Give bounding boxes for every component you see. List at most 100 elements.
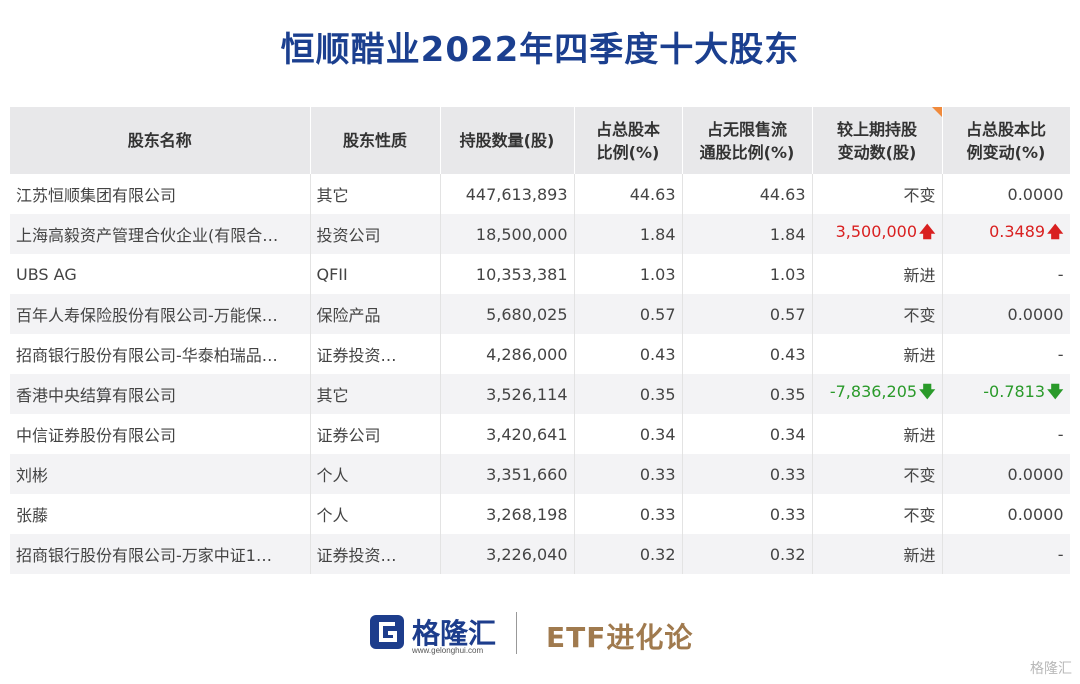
cell-name: 招商银行股份有限公司-万家中证1… (10, 534, 311, 574)
table-row[interactable]: 张藤 个人 3,268,198 0.33 0.33 不变 0.0000 (10, 494, 1070, 534)
cell-pct-float: 0.43 (682, 334, 813, 374)
cell-name: 百年人寿保险股份有限公司-万能保… (10, 294, 311, 334)
cell-pct-total-value: 0.57 (639, 304, 676, 324)
table-row[interactable]: 百年人寿保险股份有限公司-万能保… 保险产品 5,680,025 0.57 0.57 不变… (10, 294, 1070, 334)
col-header-shares[interactable]: 持股数量(股) (440, 107, 575, 174)
cell-name: 上海高毅资产管理合伙企业(有限合… (10, 214, 311, 254)
cell-name-value: 香港中央结算有限公司 (16, 386, 177, 405)
cell-type: 个人 (310, 494, 441, 534)
cell-pct-float-value: 1.03 (769, 264, 806, 284)
cell-type: 投资公司 (310, 214, 441, 254)
cell-shares: 10,353,381 (440, 254, 575, 294)
table-row[interactable]: 香港中央结算有限公司 其它 3,526,114 0.35 0.35 -7,836,205 🡇… (10, 374, 1070, 414)
arrow-down-icon: 🡇 (919, 381, 936, 401)
cell-type: 个人 (310, 454, 441, 494)
arrow-down-icon: 🡇 (1047, 381, 1064, 401)
table-row[interactable]: 招商银行股份有限公司-万家中证1… 证券投资… 3,226,040 0.32 0.32 新… (10, 534, 1070, 574)
table-row[interactable]: 江苏恒顺集团有限公司 其它 447,613,893 44.63 44.63 不变 0.000… (10, 174, 1070, 214)
col-header-name[interactable]: 股东名称 (10, 107, 311, 174)
cell-type: 其它 (310, 374, 441, 414)
cell-pct-float: 44.63 (682, 174, 813, 214)
cell-pct-change: - (942, 534, 1070, 574)
page-title: 恒顺醋业2022年四季度十大股东 (280, 30, 800, 70)
cell-type: 证券公司 (310, 414, 441, 454)
cell-pct-total-value: 44.63 (629, 184, 676, 204)
cell-pct-float-value: 1.84 (769, 224, 806, 244)
cell-pct-float: 0.35 (682, 374, 813, 414)
cell-pct-total-value: 0.33 (639, 464, 676, 484)
cell-type: 证券投资… (310, 334, 441, 374)
cell-name-value: 招商银行股份有限公司-万家中证1… (16, 546, 272, 565)
cell-change-value: 3,500,000 (835, 221, 918, 241)
logo-url: www.gelonghui.com (412, 646, 484, 655)
cell-change-value: 不变 (903, 506, 936, 525)
cell-pct-change: - (942, 414, 1070, 454)
gelonghui-logo-icon (370, 615, 404, 649)
cell-pct-change: -0.7813 🡇 (942, 374, 1070, 414)
cell-name: 江苏恒顺集团有限公司 (10, 174, 311, 214)
cell-change-value: 新进 (903, 426, 936, 445)
cell-shares-value: 3,420,641 (486, 424, 568, 444)
cell-pct-float-value: 44.63 (759, 184, 806, 204)
col-header-type[interactable]: 股东性质 (310, 107, 441, 174)
cell-shares: 3,420,641 (440, 414, 575, 454)
cell-shares-value: 3,351,660 (486, 464, 568, 484)
watermark: 格隆汇 (1030, 660, 1072, 676)
cell-type-value: 证券投资… (316, 346, 397, 365)
cell-change-value: 不变 (903, 306, 936, 325)
col-header-pct-change[interactable]: 占总股本比 例变动(%) (942, 107, 1070, 174)
cell-shares: 5,680,025 (440, 294, 575, 334)
cell-name: 香港中央结算有限公司 (10, 374, 311, 414)
cell-type: 证券投资… (310, 534, 441, 574)
cell-pct-total: 0.35 (574, 374, 683, 414)
cell-name-value: 张藤 (16, 506, 49, 525)
cell-pct-change-value: - (1057, 344, 1064, 364)
cell-change-value: 新进 (903, 266, 936, 285)
cell-pct-float-value: 0.33 (769, 464, 806, 484)
cell-pct-change-value: - (1057, 544, 1064, 564)
cell-pct-float-value: 0.57 (769, 304, 806, 324)
cell-change: -7,836,205 🡇 (812, 374, 943, 414)
cell-type-value: 投资公司 (316, 226, 381, 245)
col-header-pct-total[interactable]: 占总股本 比例(%) (574, 107, 683, 174)
cell-name: UBS AG (10, 254, 311, 294)
cell-pct-change: 0.0000 (942, 174, 1070, 214)
cell-pct-change: 0.0000 (942, 494, 1070, 534)
cell-shares-value: 5,680,025 (486, 304, 568, 324)
table-row[interactable]: UBS AG QFII 10,353,381 1.03 1.03 新进 - (10, 254, 1070, 294)
cell-pct-total-value: 1.84 (639, 224, 676, 244)
cell-name-value: 刘彬 (16, 466, 49, 485)
cell-pct-change-value: 0.0000 (1007, 504, 1064, 524)
table-header-row: 股东名称 股东性质 持股数量(股) 占总股本 比例(%) 占无限售流 通股比例(%)… (10, 107, 1070, 174)
cell-pct-total: 0.32 (574, 534, 683, 574)
cell-pct-float: 0.34 (682, 414, 813, 454)
cell-pct-change: 0.0000 (942, 454, 1070, 494)
cell-shares-value: 3,526,114 (486, 384, 568, 404)
cell-type: QFII (310, 254, 441, 294)
cell-name-value: 江苏恒顺集团有限公司 (16, 186, 177, 205)
cell-shares-value: 18,500,000 (475, 224, 568, 244)
table-row[interactable]: 上海高毅资产管理合伙企业(有限合… 投资公司 18,500,000 1.84 1.84 3… (10, 214, 1070, 254)
footer: 格隆汇 www.gelonghui.com ETF进化论 (0, 600, 1080, 670)
table-row[interactable]: 招商银行股份有限公司-华泰柏瑞品… 证券投资… 4,286,000 0.43 0.43 新… (10, 334, 1070, 374)
cell-pct-float-value: 0.34 (769, 424, 806, 444)
cell-name: 张藤 (10, 494, 311, 534)
cell-pct-total: 44.63 (574, 174, 683, 214)
table-row[interactable]: 中信证券股份有限公司 证券公司 3,420,641 0.34 0.34 新进 - (10, 414, 1070, 454)
table-row[interactable]: 刘彬 个人 3,351,660 0.33 0.33 不变 0.0000 (10, 454, 1070, 494)
cell-type-value: 个人 (316, 466, 349, 485)
cell-change: 3,500,000 🡅 (812, 214, 943, 254)
cell-name: 刘彬 (10, 454, 311, 494)
col-header-change[interactable]: 较上期持股 变动数(股) (812, 107, 943, 174)
cell-pct-float-value: 0.32 (769, 544, 806, 564)
cell-pct-total: 1.03 (574, 254, 683, 294)
cell-shares-value: 4,286,000 (486, 344, 568, 364)
cell-pct-change-value: 0.0000 (1007, 304, 1064, 324)
shareholder-table: 股东名称 股东性质 持股数量(股) 占总股本 比例(%) 占无限售流 通股比例(%)… (10, 107, 1070, 579)
col-header-pct-float[interactable]: 占无限售流 通股比例(%) (682, 107, 813, 174)
cell-type: 保险产品 (310, 294, 441, 334)
cell-pct-total: 0.33 (574, 454, 683, 494)
cell-name-value: 上海高毅资产管理合伙企业(有限合… (16, 226, 279, 245)
cell-change: 不变 (812, 454, 943, 494)
cell-pct-change: - (942, 254, 1070, 294)
